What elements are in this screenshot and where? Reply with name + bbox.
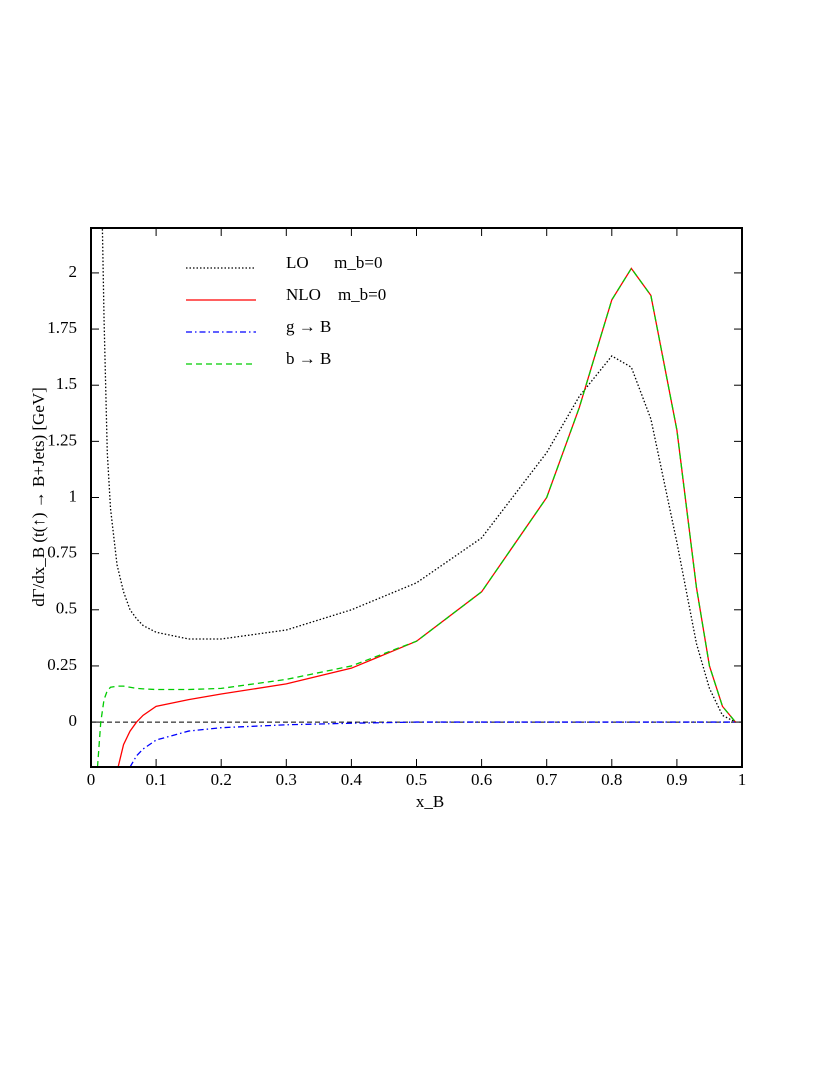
x-tick-label: 0.2 bbox=[211, 770, 232, 789]
series-line bbox=[101, 228, 736, 723]
legend-label: b → B bbox=[286, 349, 331, 368]
legend-label: LO m_b=0 bbox=[286, 253, 382, 272]
series-line bbox=[96, 267, 736, 767]
x-tick-label: 0.6 bbox=[471, 770, 492, 789]
x-axis-label: x_B bbox=[416, 792, 444, 811]
y-tick-label: 0.25 bbox=[47, 655, 77, 674]
y-tick-label: 0 bbox=[69, 711, 78, 730]
x-tick-label: 0.4 bbox=[341, 770, 363, 789]
x-tick-label: 0.9 bbox=[666, 770, 687, 789]
y-tick-label: 1.75 bbox=[47, 318, 77, 337]
y-tick-label: 1.5 bbox=[56, 374, 77, 393]
y-tick-label: 1.25 bbox=[47, 430, 77, 449]
x-tick-label: 0.8 bbox=[601, 770, 622, 789]
x-tick-label: 0.7 bbox=[536, 770, 558, 789]
legend-label: NLO m_b=0 bbox=[286, 285, 386, 304]
y-tick-label: 0.5 bbox=[56, 599, 77, 618]
y-tick-label: 2 bbox=[69, 262, 78, 281]
series-line bbox=[129, 721, 736, 767]
plot-area bbox=[91, 228, 742, 767]
x-tick-label: 0.1 bbox=[145, 770, 166, 789]
x-tick-label: 1 bbox=[738, 770, 747, 789]
x-tick-label: 0.5 bbox=[406, 770, 427, 789]
y-axis-label: dΓ/dx_B (t(↑) → B+Jets) [GeV] bbox=[29, 387, 48, 607]
legend-label: g → B bbox=[286, 317, 331, 336]
x-tick-label: 0.3 bbox=[276, 770, 297, 789]
plot-frame bbox=[90, 227, 743, 768]
y-tick-label: 1 bbox=[69, 486, 78, 505]
x-tick-label: 0 bbox=[87, 770, 96, 789]
y-tick-label: 0.75 bbox=[47, 543, 77, 562]
series-line bbox=[117, 267, 736, 767]
